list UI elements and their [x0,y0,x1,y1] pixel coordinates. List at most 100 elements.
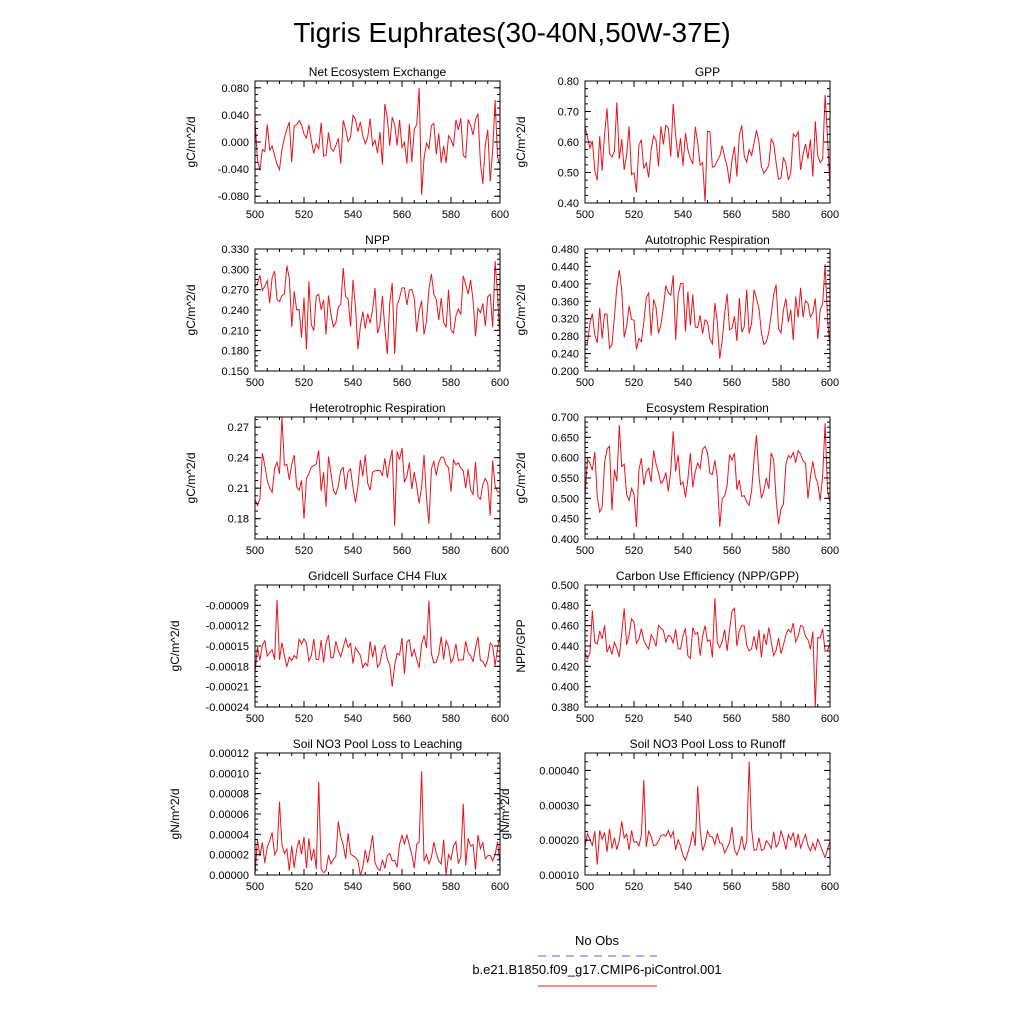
x-tick-label: 560 [393,545,411,557]
y-tick-label: 0.00000 [209,870,249,882]
y-tick-label: 0.40 [558,198,579,210]
y-tick-label: 0.00008 [209,789,249,801]
x-tick-label: 560 [723,377,741,389]
y-tick-label: 0.18 [228,514,249,526]
y-tick-label: 0.300 [221,264,249,276]
series-line [254,771,501,876]
x-tick-label: 500 [246,881,264,893]
y-tick-label: 0.440 [551,261,579,273]
x-tick-label: 520 [625,545,643,557]
x-tick-label: 540 [344,545,362,557]
legend-obs-label: No Obs [575,933,620,948]
y-axis-label: gN/m^2/d [498,789,512,840]
x-tick-label: 540 [674,545,692,557]
panel-6: Ecosystem Respiration gC/m^2/d 500 520 540 56… [514,401,839,557]
y-tick-label: 0.500 [551,580,579,592]
y-tick-label: 0.600 [551,453,579,465]
x-tick-label: 560 [723,209,741,221]
panel-8: Carbon Use Efficiency (NPP/GPP) NPP/GPP 50… [514,569,839,725]
y-tick-label: 0.480 [551,600,579,612]
x-tick-label: 500 [246,713,264,725]
y-tick-label: 0.210 [221,325,249,337]
y-tick-label: 0.360 [551,296,579,308]
y-axis-label: gC/m^2/d [184,453,198,504]
y-axis-label: gN/m^2/d [168,789,182,840]
x-tick-label: 600 [821,209,839,221]
y-tick-label: 0.00030 [539,800,579,812]
y-tick-label: 0.040 [221,110,249,122]
panel-title: GPP [695,65,720,79]
y-tick-label: -0.00015 [206,641,249,653]
y-axis-label: gC/m^2/d [514,117,528,168]
legend: No Obs b.e21.B1850.f09_g17.CMIP6-piContr… [472,933,722,987]
series-line [254,87,501,195]
plot-frame [254,416,501,540]
y-tick-label: 0.180 [221,346,249,358]
series-line [584,264,831,359]
x-tick-label: 540 [674,713,692,725]
x-tick-label: 580 [772,545,790,557]
plot-frame [584,416,831,540]
y-tick-label: 0.280 [551,331,579,343]
panel-title: Soil NO3 Pool Loss to Runoff [630,737,787,751]
x-tick-label: 500 [576,377,594,389]
x-tick-label: 540 [674,209,692,221]
plot-frame [254,248,501,372]
x-tick-label: 500 [576,545,594,557]
plot-frame [254,584,501,708]
x-tick-label: 500 [246,209,264,221]
y-tick-label: 0.480 [551,244,579,256]
series-line [584,598,831,708]
panel-3: NPP gC/m^2/d 500 520 540 560 580 600 0.150 0.180 0… [184,233,509,389]
y-tick-label: 0.080 [221,83,249,95]
y-axis-label: gC/m^2/d [514,285,528,336]
y-tick-label: -0.040 [218,164,249,176]
y-tick-label: 0.460 [551,621,579,633]
x-tick-label: 500 [576,881,594,893]
panel-title: Heterotrophic Respiration [309,401,445,415]
x-tick-label: 520 [295,377,313,389]
x-tick-label: 560 [393,881,411,893]
x-tick-label: 500 [576,209,594,221]
y-tick-label: 0.80 [558,76,579,88]
x-tick-label: 540 [674,377,692,389]
x-tick-label: 580 [772,209,790,221]
y-axis-label: gC/m^2/d [184,285,198,336]
y-tick-label: 0.420 [551,661,579,673]
x-tick-label: 600 [491,209,509,221]
plot-frame [584,752,831,876]
y-tick-label: 0.00010 [209,768,249,780]
y-tick-label: 0.700 [551,412,579,424]
x-tick-label: 580 [772,881,790,893]
panel-9: Soil NO3 Pool Loss to Leaching gN/m^2/d 50… [168,737,509,893]
x-tick-label: 600 [491,545,509,557]
y-tick-label: 0.240 [221,305,249,317]
y-tick-label: -0.00024 [206,702,249,714]
y-tick-label: 0.00004 [209,829,249,841]
x-tick-label: 520 [625,377,643,389]
y-tick-label: 0.00010 [539,870,579,882]
y-tick-label: 0.380 [551,702,579,714]
x-tick-label: 580 [772,713,790,725]
y-tick-label: 0.330 [221,244,249,256]
y-axis-label: gC/m^2/d [514,453,528,504]
plot-frame [254,80,501,204]
plot-frame [584,248,831,372]
y-tick-label: 0.200 [551,366,579,378]
x-tick-label: 600 [821,713,839,725]
y-tick-label: 0.21 [228,483,249,495]
x-tick-label: 540 [344,713,362,725]
series-line [254,416,501,526]
y-tick-label: -0.00018 [206,661,249,673]
y-tick-label: 0.00012 [209,748,249,760]
y-tick-label: 0.450 [551,514,579,526]
x-tick-label: 520 [625,209,643,221]
panel-10: Soil NO3 Pool Loss to Runoff gN/m^2/d 500 5… [498,737,839,893]
panel-title: NPP [365,233,390,247]
x-tick-label: 560 [723,881,741,893]
x-tick-label: 600 [821,545,839,557]
y-tick-label: 0.60 [558,137,579,149]
x-tick-label: 540 [344,377,362,389]
figure-title: Tigris Euphrates(30-40N,50W-37E) [293,17,730,48]
y-tick-label: 0.440 [551,641,579,653]
